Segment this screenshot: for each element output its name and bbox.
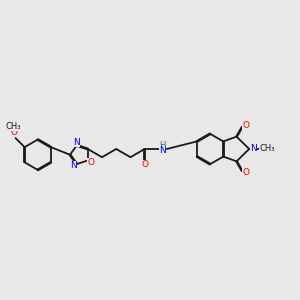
Text: N: N [250, 145, 257, 154]
Text: H: H [159, 141, 166, 150]
Text: N: N [159, 146, 166, 155]
Text: O: O [87, 158, 94, 166]
Text: N: N [73, 138, 80, 147]
Text: O: O [242, 168, 249, 177]
Text: CH₃: CH₃ [259, 145, 275, 154]
Text: O: O [10, 128, 17, 137]
Text: O: O [242, 121, 249, 130]
Text: CH₃: CH₃ [5, 122, 21, 131]
Text: N: N [70, 161, 77, 170]
Text: O: O [141, 160, 148, 169]
